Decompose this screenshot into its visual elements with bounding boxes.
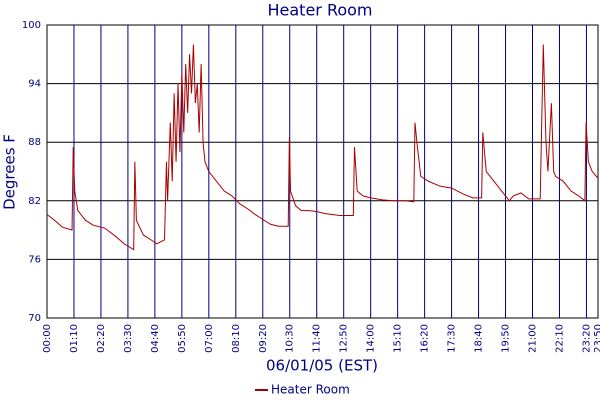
x-tick-label: 09:20 [258, 324, 269, 353]
y-tick-label: 88 [28, 137, 41, 148]
x-tick-label: 02:20 [96, 324, 107, 353]
x-tick-label: 05:50 [177, 324, 188, 353]
y-tick-label: 70 [28, 313, 41, 324]
x-tick-label: 12:50 [339, 324, 350, 353]
x-tick-label: 00:00 [42, 324, 53, 353]
y-axis-label: Degrees F [1, 134, 19, 210]
x-tick-label: 04:40 [150, 324, 161, 353]
x-axis-label: 06/01/05 (EST) [266, 357, 378, 375]
plot-frame [46, 24, 599, 319]
x-tick-label: 17:30 [447, 324, 458, 353]
y-tick-label: 100 [22, 20, 41, 31]
data-line [46, 44, 599, 251]
x-tick-label: 01:10 [69, 324, 80, 353]
x-tick-label: 23:50 [593, 324, 600, 353]
x-tick-label: 15:10 [393, 324, 404, 353]
legend-label: Heater Room [271, 383, 350, 397]
x-tick-label: 14:00 [366, 324, 377, 353]
chart-title: Heater Room [267, 1, 372, 20]
y-tick-label: 76 [28, 254, 41, 265]
x-tick-label: 19:50 [501, 324, 512, 353]
x-tick-label: 18:40 [474, 324, 485, 353]
x-tick-label: 23:20 [581, 324, 592, 353]
y-tick-label: 94 [28, 79, 41, 90]
x-tick-label: 21:00 [527, 324, 538, 353]
y-tick-label: 82 [28, 196, 41, 207]
x-tick-label: 03:30 [123, 324, 134, 353]
x-tick-label: 11:40 [312, 324, 323, 353]
x-tick-label: 16:20 [420, 324, 431, 353]
x-tick-label: 08:10 [231, 324, 242, 353]
x-tick-label: 10:30 [285, 324, 296, 353]
x-tick-label: 22:10 [554, 324, 565, 353]
x-tick-label: 07:00 [204, 324, 215, 353]
